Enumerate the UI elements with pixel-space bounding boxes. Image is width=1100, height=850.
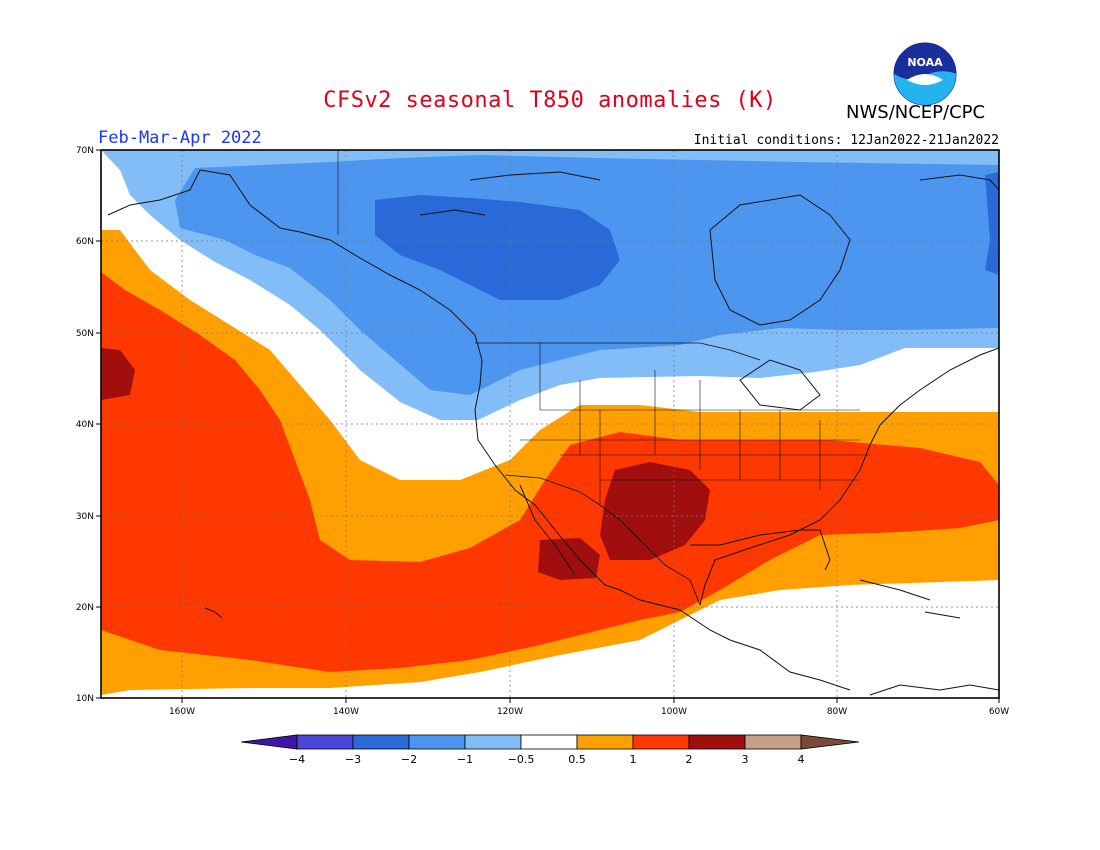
- lon-tick: 120W: [497, 707, 523, 717]
- colorbar-label: −0.5: [508, 753, 535, 766]
- colorbar-swatch: [744, 734, 802, 750]
- colorbar: [240, 734, 860, 750]
- colorbar-swatch: [632, 734, 690, 750]
- anomaly-region-pos-dark: [101, 348, 135, 400]
- colorbar-arrow-high: [800, 734, 860, 750]
- colorbar-swatch: [688, 734, 746, 750]
- colorbar-swatch: [408, 734, 466, 750]
- colorbar-label: 0.5: [568, 753, 586, 766]
- noaa-logo-text: NOAA: [907, 56, 943, 69]
- lon-tick: 60W: [989, 707, 1009, 717]
- graticule: [101, 150, 999, 698]
- colorbar-swatch: [576, 734, 634, 750]
- colorbar-labels: −4 −3 −2 −1 −0.5 0.5 1 2 3 4: [289, 753, 805, 766]
- lon-tick: 140W: [333, 707, 359, 717]
- lon-tick: 80W: [827, 707, 847, 717]
- map-title: CFSv2 seasonal T850 anomalies (K): [323, 88, 777, 113]
- noaa-logo-icon: NOAA: [893, 42, 957, 106]
- coastlines: [107, 150, 999, 696]
- colorbar-swatch: [296, 734, 354, 750]
- anomaly-region-neg-dark: [375, 195, 620, 300]
- colorbar-swatch: [352, 734, 410, 750]
- lon-tick: 160W: [169, 707, 195, 717]
- colorbar-arrow-low: [240, 734, 298, 750]
- colorbar-label: −2: [401, 753, 417, 766]
- anomaly-shading: [101, 150, 999, 698]
- lat-tick: 70N: [76, 146, 94, 156]
- anomaly-region-pos-medium: [101, 272, 999, 672]
- lat-tick: 30N: [76, 512, 94, 522]
- lat-tick: 20N: [76, 603, 94, 613]
- colorbar-label: −3: [345, 753, 361, 766]
- colorbar-label: 1: [630, 753, 637, 766]
- lat-tick-labels: 70N 60N 50N 40N 30N 20N 10N: [76, 146, 94, 704]
- colorbar-swatch: [520, 734, 578, 750]
- colorbar-label: 3: [742, 753, 749, 766]
- lat-tick: 40N: [76, 420, 94, 430]
- colorbar-swatch: [464, 734, 522, 750]
- forecast-period-label: Feb-Mar-Apr 2022: [98, 128, 262, 148]
- initial-conditions-label: Initial conditions: 12Jan2022-21Jan2022: [693, 133, 999, 148]
- lat-tick: 10N: [76, 694, 94, 704]
- axis-ticks: [96, 149, 1000, 703]
- lat-tick: 50N: [76, 329, 94, 339]
- colorbar-label: 4: [798, 753, 805, 766]
- colorbar-label: −1: [457, 753, 473, 766]
- organization-label: NWS/NCEP/CPC: [846, 102, 986, 123]
- lon-tick: 100W: [661, 707, 687, 717]
- colorbar-label: −4: [289, 753, 305, 766]
- colorbar-label: 2: [686, 753, 693, 766]
- lon-tick-labels: 160W 140W 120W 100W 80W 60W: [169, 707, 1009, 717]
- lat-tick: 60N: [76, 237, 94, 247]
